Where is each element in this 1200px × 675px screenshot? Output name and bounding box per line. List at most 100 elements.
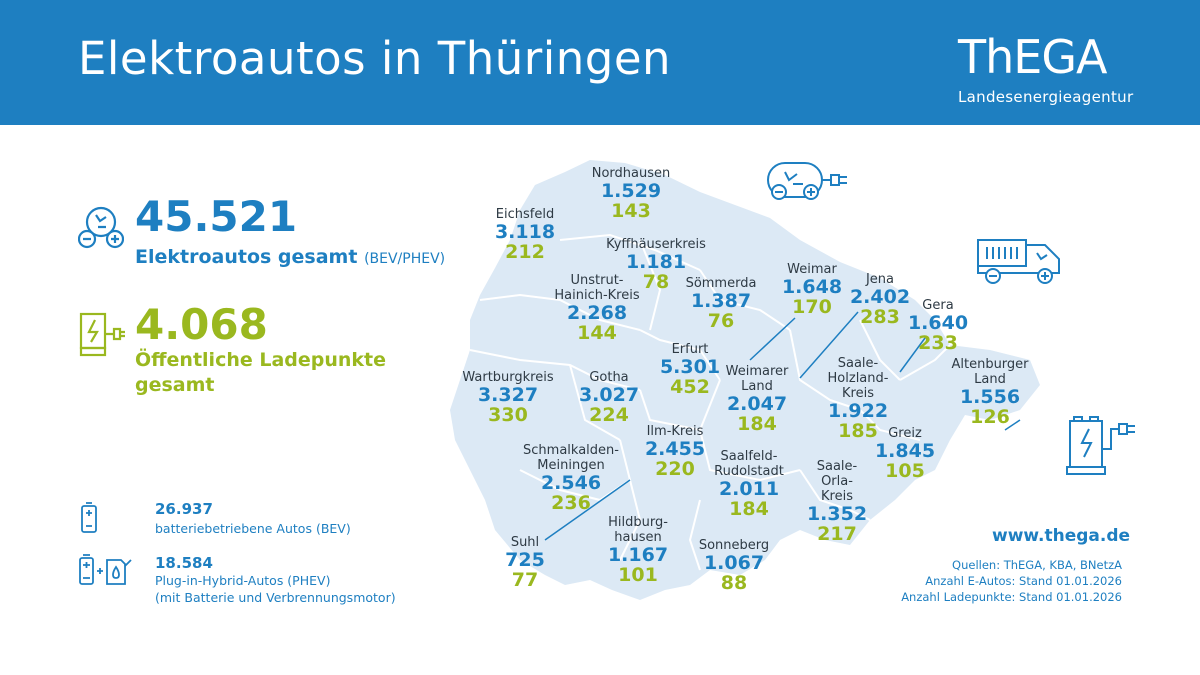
page-title: Elektroautos in Thüringen — [78, 32, 672, 85]
phev-label-line2: (mit Batterie und Verbrennungsmotor) — [155, 590, 396, 605]
district-ev-count: 1.067 — [703, 552, 765, 574]
district-name: Weimarer Land — [725, 364, 789, 394]
district-wartburgkreis: Wartburgkreis 3.327 330 — [462, 370, 553, 425]
ev-total-note: (BEV/PHEV) — [364, 251, 446, 267]
ev-total-value: 45.521 — [135, 192, 298, 241]
charge-total-label: Öffentliche Ladepunkte gesamt — [135, 348, 386, 398]
battery-icon — [81, 502, 97, 533]
battery-and-fuel-icon — [79, 554, 132, 585]
district-saale-orla-kreis: Saale- Orla- Kreis 1.352 217 — [807, 459, 867, 544]
district-name: Saalfeld- Rudolstadt — [714, 449, 784, 479]
district-weimar: Weimar 1.648 170 — [782, 262, 842, 317]
district-ev-count: 3.118 — [494, 221, 556, 243]
district-charging-points: 236 — [551, 492, 591, 514]
charging-station-plug-icon — [1066, 416, 1135, 475]
website-url[interactable]: www.thega.de — [992, 526, 1131, 546]
district-charging-points: 220 — [655, 458, 695, 480]
district-charging-points: 224 — [589, 404, 629, 426]
district-ev-count: 3.327 — [477, 384, 539, 406]
district-charging-points: 283 — [860, 306, 900, 328]
district-charging-points: 126 — [970, 406, 1010, 428]
district-charging-points: 217 — [817, 523, 857, 545]
district-erfurt: Erfurt 5.301 452 — [660, 342, 720, 397]
district-ev-count: 1.167 — [607, 544, 669, 566]
district-charging-points: 452 — [670, 376, 710, 398]
thega-logo-subtitle: Landesenergieagentur — [958, 88, 1134, 106]
district-charging-points: 233 — [918, 332, 958, 354]
district-weimarerland: Weimarer Land 2.047 184 — [726, 364, 789, 434]
district-name: Altenburger Land — [951, 357, 1029, 387]
district-name: Kyffhäuserkreis — [606, 237, 706, 252]
thega-logo: ThEGA — [958, 30, 1107, 84]
district-sömmerda: Sömmerda 1.387 76 — [686, 276, 757, 331]
district-charging-points: 184 — [737, 413, 777, 435]
district-name: Sömmerda — [685, 276, 757, 291]
charge-total-label-line1: Öffentliche Ladepunkte — [135, 349, 387, 371]
district-name: Unstrut- Hainich-Kreis — [554, 273, 640, 303]
district-ev-count: 2.402 — [849, 286, 911, 308]
district-name: Hildburg- hausen — [608, 515, 668, 545]
charge-total-value: 4.068 — [135, 300, 268, 349]
district-charging-points: 212 — [505, 241, 545, 263]
district-name: Saale- Orla- Kreis — [816, 459, 858, 504]
district-ilm-kreis: Ilm-Kreis 2.455 220 — [645, 424, 705, 479]
district-name: Erfurt — [671, 342, 709, 357]
district-ev-count: 5.301 — [659, 356, 721, 378]
phev-label-line1: Plug-in-Hybrid-Autos (PHEV) — [155, 573, 331, 588]
district-name: Jena — [865, 272, 895, 287]
stand-ev-text: Anzahl E-Autos: Stand 01.01.2026 — [925, 574, 1122, 588]
district-charging-points: 78 — [642, 271, 670, 293]
district-ev-count: 2.268 — [566, 302, 628, 324]
district-unstrut-hainich-kreis: Unstrut- Hainich-Kreis 2.268 144 — [554, 273, 639, 343]
electric-car-icon — [78, 206, 124, 249]
charging-station-icon — [79, 312, 125, 357]
district-hildburg-hausen: Hildburg- hausen 1.167 101 — [608, 515, 668, 585]
district-jena: Jena 2.402 283 — [850, 272, 910, 327]
district-charging-points: 143 — [611, 200, 651, 222]
district-ev-count: 1.845 — [874, 440, 936, 462]
district-nordhausen: Nordhausen 1.529 143 — [592, 166, 671, 221]
district-ev-count: 1.529 — [600, 180, 662, 202]
thuringia-outline — [450, 160, 1040, 600]
district-charging-points: 185 — [838, 420, 878, 442]
district-name: Ilm-Kreis — [646, 424, 704, 439]
district-charging-points: 144 — [577, 322, 617, 344]
district-ev-count: 1.648 — [781, 276, 843, 298]
district-charging-points: 184 — [729, 498, 769, 520]
district-charging-points: 105 — [885, 460, 925, 482]
district-name: Wartburgkreis — [462, 370, 554, 385]
district-altenburgerland: Altenburger Land 1.556 126 — [951, 357, 1028, 427]
district-saalfeld-rudolstadt: Saalfeld- Rudolstadt 2.011 184 — [714, 449, 784, 519]
district-name: Suhl — [510, 535, 540, 550]
phev-value: 18.584 — [155, 554, 213, 572]
district-charging-points: 101 — [618, 564, 658, 586]
district-name: Nordhausen — [591, 166, 671, 181]
district-name: Gera — [922, 298, 954, 313]
district-charging-points: 88 — [720, 572, 748, 594]
stand-lp-text: Anzahl Ladepunkte: Stand 01.01.2026 — [901, 590, 1122, 604]
district-name: Saale- Holzland- Kreis — [827, 356, 889, 401]
header-bar: Elektroautos in Thüringen ThEGA Landesen… — [0, 0, 1200, 125]
district-gotha: Gotha 3.027 224 — [579, 370, 639, 425]
district-charging-points: 76 — [707, 310, 735, 332]
district-ev-count: 2.455 — [644, 438, 706, 460]
district-ev-count: 2.546 — [540, 472, 602, 494]
district-greiz: Greiz 1.845 105 — [875, 426, 935, 481]
ev-total-text: Elektroautos gesamt — [135, 246, 358, 268]
district-name: Weimar — [787, 262, 837, 277]
electric-truck-icon — [977, 239, 1060, 284]
district-charging-points: 170 — [792, 296, 832, 318]
district-eichsfeld: Eichsfeld 3.118 212 — [495, 207, 555, 262]
district-name: Sonneberg — [698, 538, 770, 553]
district-ev-count: 1.352 — [806, 503, 868, 525]
district-saale-holzland-kreis: Saale- Holzland- Kreis 1.922 185 — [828, 356, 889, 441]
district-name: Eichsfeld — [495, 207, 555, 222]
district-kyffhäuserkreis: Kyffhäuserkreis 1.181 78 — [606, 237, 706, 292]
district-ev-count: 1.387 — [690, 290, 752, 312]
district-ev-count: 2.047 — [726, 393, 788, 415]
district-name: Schmalkalden- Meiningen — [523, 443, 619, 473]
leader-lines — [544, 311, 1021, 541]
district-sonneberg: Sonneberg 1.067 88 — [699, 538, 769, 593]
district-charging-points: 330 — [488, 404, 528, 426]
charge-total-label-line2: gesamt — [135, 374, 215, 396]
